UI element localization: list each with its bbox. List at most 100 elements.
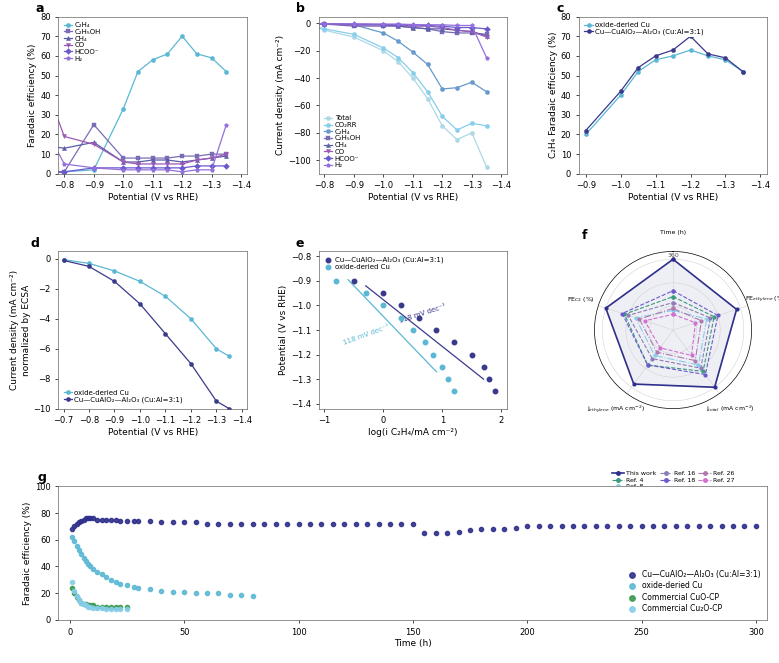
CO — [89, 141, 98, 149]
oxide-deried Cu — [69, 536, 81, 546]
Ref. 18 — [701, 371, 710, 379]
C₂H₅OH — [467, 29, 477, 37]
Ref. 18 — [618, 310, 627, 318]
Cu—CuAlO₂—Al₂O₃ (Cu:Al=3:1) — [59, 257, 69, 265]
C₂H₅OH — [379, 22, 388, 30]
Cu—CuAlO₂—Al₂O₃ (Cu:Al=3:1) — [612, 521, 625, 532]
HCOO⁻ — [163, 164, 172, 172]
C₂H₄ — [133, 68, 143, 76]
oxide-deried Cu — [616, 91, 626, 99]
Ref. 4 — [620, 310, 629, 318]
Line: Total: Total — [308, 23, 488, 169]
Cu—CuAlO₂—Al₂O₃ (Cu:Al=3:1) — [292, 518, 305, 529]
C₂H₄ — [148, 56, 157, 64]
Cu—CuAlO₂—Al₂O₃ (Cu:Al=3:1) — [715, 521, 728, 532]
Cu—CuAlO₂—Al₂O₃ (Cu:Al=3:1) — [84, 513, 97, 524]
Cu—CuAlO₂—Al₂O₃ (Cu:Al=3:1) — [114, 516, 126, 526]
Ref. 4 — [710, 313, 719, 321]
Cu—CuAlO₂—Al₂O₃ (Cu:Al=3:1) — [72, 517, 85, 528]
oxide-deried Cu — [407, 325, 419, 335]
H₂ — [379, 20, 388, 28]
oxide-deried Cu — [448, 386, 460, 396]
C₂H₄ — [60, 168, 69, 176]
Ref. 16 — [668, 298, 678, 306]
C₂H₅OH — [163, 154, 172, 162]
Commercial Cu₂O-CP — [91, 603, 104, 613]
H₂ — [423, 21, 432, 29]
X-axis label: Potential (V vs RHE): Potential (V vs RHE) — [108, 428, 198, 437]
C₂H₄ — [45, 169, 55, 177]
Cu—CuAlO₂—Al₂O₃ (Cu:Al=3:1) — [703, 50, 713, 58]
Ref. 4 — [699, 367, 708, 375]
CO₂RR — [379, 44, 388, 52]
oxide-deried Cu — [721, 56, 730, 64]
HCOO⁻ — [482, 25, 492, 33]
Cu—CuAlO₂—Al₂O₃ (Cu:Al=3:1) — [224, 518, 236, 529]
This work — [668, 255, 678, 263]
Line: H₂: H₂ — [48, 123, 228, 174]
oxide-deried Cu — [128, 581, 140, 592]
oxide-deried Cu — [160, 292, 170, 300]
CH₄ — [118, 158, 128, 166]
CH₄ — [379, 21, 388, 29]
Line: Ref. 4: Ref. 4 — [623, 295, 716, 373]
Cu—CuAlO₂—Al₂O₃ (Cu:Al=3:1) — [395, 300, 407, 311]
CO — [133, 160, 143, 168]
CO₂RR — [408, 69, 418, 77]
oxide-deried Cu — [79, 556, 92, 566]
Total — [467, 129, 477, 137]
Ref. 18 — [668, 287, 678, 295]
oxide-deried Cu — [330, 276, 343, 286]
H₂ — [133, 166, 143, 174]
Text: 360: 360 — [667, 253, 679, 258]
C₂H₄ — [192, 50, 202, 58]
CH₄ — [453, 27, 462, 34]
Line: C₂H₄: C₂H₄ — [308, 21, 488, 94]
Cu—CuAlO₂—Al₂O₃ (Cu:Al=3:1) — [430, 325, 442, 335]
HCOO⁻ — [89, 164, 98, 172]
X-axis label: log(i C₂H₄/mA cm⁻²): log(i C₂H₄/mA cm⁻²) — [368, 428, 457, 437]
C₂H₄ — [207, 54, 217, 62]
Commercial Cu₂O-CP — [105, 604, 118, 615]
Cu—CuAlO₂—Al₂O₃ (Cu:Al=3:1) — [464, 525, 476, 536]
CH₄ — [163, 156, 172, 164]
Legend: Cu—CuAlO₂—Al₂O₃ (Cu:Al=3:1), oxide-deried Cu: Cu—CuAlO₂—Al₂O₃ (Cu:Al=3:1), oxide-derie… — [322, 255, 446, 272]
oxide-deried Cu — [224, 352, 234, 360]
C₂H₅OH — [453, 29, 462, 37]
Cu—CuAlO₂—Al₂O₃ (Cu:Al=3:1) — [532, 521, 545, 532]
Line: Ref. 26: Ref. 26 — [638, 307, 703, 362]
Commercial CuO-CP — [69, 588, 81, 599]
Commercial Cu₂O-CP — [79, 600, 92, 611]
Text: g: g — [37, 471, 46, 484]
Ref. 8 — [702, 315, 711, 323]
Commercial Cu₂O-CP — [77, 599, 90, 609]
C₂H₄ — [482, 88, 492, 95]
Cu—CuAlO₂—Al₂O₃ (Cu:Al=3:1) — [189, 517, 202, 528]
C₂H₅OH — [305, 19, 315, 27]
Total — [349, 33, 358, 41]
Ref. 26 — [668, 304, 678, 312]
Line: Cu—CuAlO₂—Al₂O₃ (Cu:Al=3:1): Cu—CuAlO₂—Al₂O₃ (Cu:Al=3:1) — [583, 34, 745, 133]
C₂H₄ — [89, 166, 98, 174]
Cu—CuAlO₂—Al₂O₃ (Cu:Al=3:1) — [212, 518, 224, 529]
Cu—CuAlO₂—Al₂O₃ (Cu:Al=3:1) — [441, 528, 453, 538]
Text: b: b — [296, 2, 305, 15]
Polygon shape — [606, 259, 737, 387]
C₂H₅OH — [408, 23, 418, 31]
Line: oxide-deried Cu: oxide-deried Cu — [583, 48, 745, 137]
Y-axis label: Current density (mA cm⁻²): Current density (mA cm⁻²) — [277, 35, 285, 155]
Cu—CuAlO₂—Al₂O₃ (Cu:Al=3:1) — [66, 524, 79, 534]
oxide-deried Cu — [82, 558, 94, 569]
CO₂RR — [453, 126, 462, 134]
CH₄ — [148, 156, 157, 164]
Cu—CuAlO₂—Al₂O₃ (Cu:Al=3:1) — [372, 518, 385, 529]
Cu—CuAlO₂—Al₂O₃ (Cu:Al=3:1) — [384, 518, 397, 529]
H₂ — [148, 166, 157, 174]
Cu—CuAlO₂—Al₂O₃ (Cu:Al=3:1) — [727, 521, 739, 532]
C₂H₄ — [438, 85, 447, 93]
Cu—CuAlO₂—Al₂O₃ (Cu:Al=3:1) — [681, 521, 693, 532]
Cu—CuAlO₂—Al₂O₃ (Cu:Al=3:1) — [693, 521, 705, 532]
Commercial Cu₂O-CP — [100, 604, 113, 615]
Cu—CuAlO₂—Al₂O₃ (Cu:Al=3:1) — [487, 524, 499, 534]
Cu—CuAlO₂—Al₂O₃ (Cu:Al=3:1) — [453, 526, 465, 537]
